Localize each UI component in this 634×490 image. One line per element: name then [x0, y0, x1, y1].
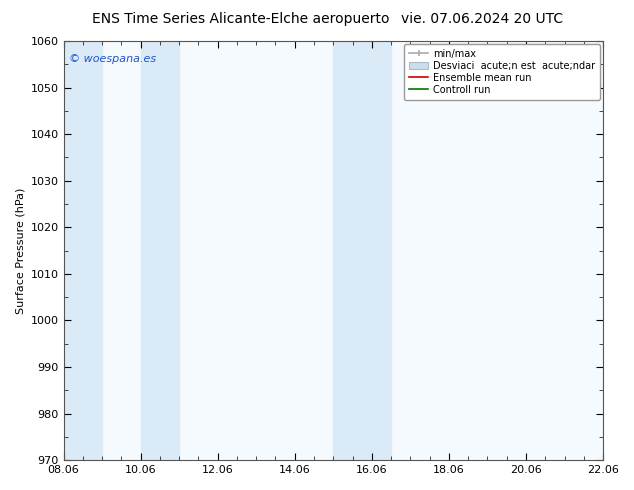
- Bar: [603, 41, 634, 460]
- Text: vie. 07.06.2024 20 UTC: vie. 07.06.2024 20 UTC: [401, 12, 563, 26]
- Y-axis label: Surface Pressure (hPa): Surface Pressure (hPa): [15, 187, 25, 314]
- Bar: [63, 41, 102, 460]
- Text: ENS Time Series Alicante-Elche aeropuerto: ENS Time Series Alicante-Elche aeropuert…: [92, 12, 390, 26]
- Bar: [141, 41, 179, 460]
- Legend: min/max, Desviaci  acute;n est  acute;ndar, Ensemble mean run, Controll run: min/max, Desviaci acute;n est acute;ndar…: [404, 44, 600, 99]
- Bar: [333, 41, 391, 460]
- Text: © woespana.es: © woespana.es: [69, 53, 156, 64]
